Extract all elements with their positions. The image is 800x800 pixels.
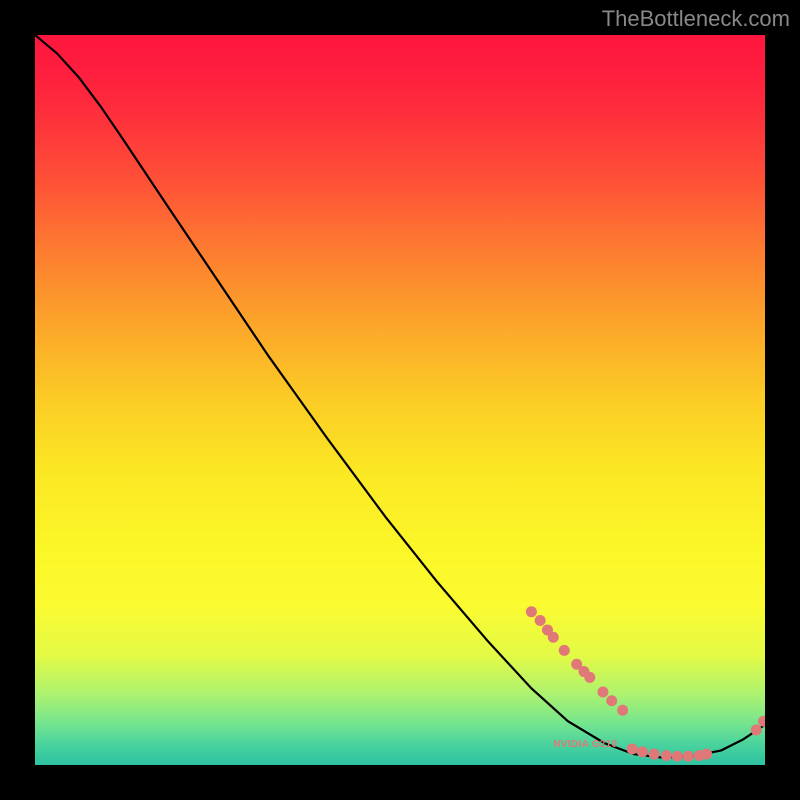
chart-container: TheBottleneck.com NVIDIA G210: [0, 0, 800, 800]
data-markers: [526, 606, 765, 762]
plot-area: NVIDIA G210: [35, 35, 765, 765]
series-label: NVIDIA G210: [553, 739, 617, 750]
watermark-text: TheBottleneck.com: [602, 6, 790, 32]
bottleneck-curve: [35, 35, 765, 758]
curve-layer: [35, 35, 765, 765]
